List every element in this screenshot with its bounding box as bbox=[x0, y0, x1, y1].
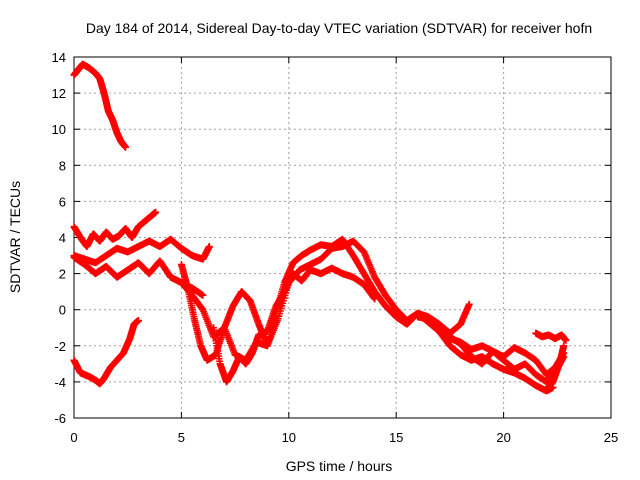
y-tick-label: 8 bbox=[59, 158, 66, 173]
data-point bbox=[562, 336, 570, 344]
x-axis-label: GPS time / hours bbox=[286, 458, 393, 474]
x-tick-label: 10 bbox=[282, 430, 296, 445]
series-trace-g bbox=[177, 237, 557, 395]
data-point bbox=[134, 317, 142, 325]
series-trace-e bbox=[70, 317, 142, 388]
y-tick-label: 14 bbox=[52, 50, 66, 65]
axis-ticks: 0 5 10 15 20 25 -6 -4 -2 0 2 4 6 8 10 12 14 bbox=[52, 50, 619, 445]
y-tick-label: 4 bbox=[59, 231, 66, 246]
y-tick-label: 12 bbox=[52, 86, 66, 101]
data-point bbox=[122, 143, 130, 151]
x-tick-label: 5 bbox=[178, 430, 185, 445]
x-tick-label: 0 bbox=[70, 430, 77, 445]
chart-title: Day 184 of 2014, Sidereal Day-to-day VTE… bbox=[86, 20, 592, 36]
data-point bbox=[205, 243, 213, 251]
series-trace-l bbox=[543, 342, 568, 393]
data-point bbox=[371, 295, 379, 303]
data-point bbox=[199, 291, 207, 299]
series-trace-b bbox=[70, 208, 160, 251]
y-tick-label: 2 bbox=[59, 267, 66, 282]
series-trace-k bbox=[532, 329, 570, 344]
y-tick-label: -2 bbox=[54, 339, 66, 354]
y-tick-label: -6 bbox=[54, 411, 66, 426]
data-point bbox=[560, 342, 568, 350]
y-axis-label: SDTVAR / TECUs bbox=[7, 181, 23, 293]
x-tick-label: 25 bbox=[604, 430, 618, 445]
series-trace-h bbox=[210, 264, 379, 386]
y-tick-label: 0 bbox=[59, 303, 66, 318]
series-trace-d bbox=[70, 253, 207, 299]
data-point bbox=[152, 208, 160, 216]
y-tick-label: -4 bbox=[54, 375, 66, 390]
data-points bbox=[70, 60, 570, 395]
x-tick-label: 20 bbox=[496, 430, 510, 445]
series-trace-a bbox=[70, 60, 130, 151]
x-tick-label: 15 bbox=[389, 430, 403, 445]
y-tick-label: 6 bbox=[59, 194, 66, 209]
y-tick-label: 10 bbox=[52, 122, 66, 137]
data-point bbox=[465, 300, 473, 308]
